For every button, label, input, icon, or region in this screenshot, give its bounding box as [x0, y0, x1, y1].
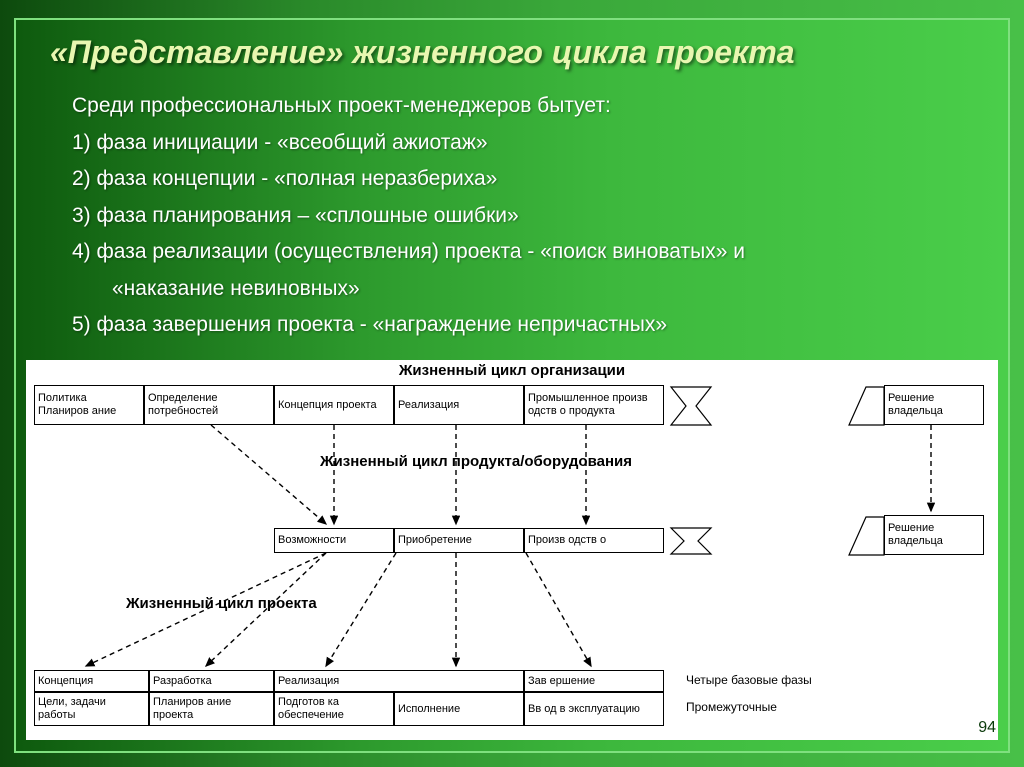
page-number: 94 — [978, 719, 996, 737]
cell-r3a-1: Разработка — [149, 670, 274, 692]
bullet-4a: 4) фаза реализации (осуществления) проек… — [72, 236, 964, 269]
diagram-title-1: Жизненный цикл организации — [26, 362, 998, 379]
side-label-1: Четыре базовые фазы — [686, 673, 812, 687]
row-organization: Политика Планиров ание Определение потре… — [34, 385, 664, 425]
cell-r1-3: Реализация — [394, 385, 524, 425]
cell-r1-4: Промышленное произв одств о продукта — [524, 385, 664, 425]
tear-left-icon-2 — [841, 512, 891, 558]
row-product-end: Решение владельца — [884, 515, 984, 555]
cell-r2-0: Возможности — [274, 528, 394, 553]
bullet-4b: «наказание невиновных» — [72, 273, 964, 306]
row-project-phases: Концепция Разработка Реализация Зав ерше… — [34, 670, 664, 692]
bullets-list: Среди профессиональных проект-менеджеров… — [72, 90, 964, 346]
cell-r1-2: Концепция проекта — [274, 385, 394, 425]
cell-r1-5: Решение владельца — [884, 385, 984, 425]
row-organization-end: Решение владельца — [884, 385, 984, 425]
cell-r3a-2: Реализация — [274, 670, 524, 692]
bullet-1: 1) фаза инициации - «всеобщий ажиотаж» — [72, 127, 964, 160]
side-label-2: Промежуточные — [686, 700, 777, 714]
cell-r3b-3: Исполнение — [394, 692, 524, 726]
cell-r1-0: Политика Планиров ание — [34, 385, 144, 425]
cell-r2-1: Приобретение — [394, 528, 524, 553]
cell-r2-3: Решение владельца — [884, 515, 984, 555]
bullet-3: 3) фаза планирования – «сплошные ошибки» — [72, 200, 964, 233]
tear-gap-icon-2 — [666, 525, 726, 556]
bullet-intro: Среди профессиональных проект-менеджеров… — [72, 90, 964, 123]
tear-left-icon — [841, 382, 891, 428]
tear-gap-icon — [666, 382, 726, 428]
diagram-title-2: Жизненный цикл продукта/оборудования — [306, 453, 646, 470]
row-project-intermediate: Цели, задачи работы Планиров ание проект… — [34, 692, 664, 726]
cell-r3b-1: Планиров ание проекта — [149, 692, 274, 726]
cell-r3b-2: Подготов ка обеспечение — [274, 692, 394, 726]
lifecycle-diagram: Жизненный цикл организации Политика План… — [26, 360, 998, 740]
diagram-title-3: Жизненный цикл проекта — [126, 595, 406, 612]
cell-r2-2: Произв одств о — [524, 528, 664, 553]
row-product: Возможности Приобретение Произв одств о — [274, 528, 664, 553]
cell-r1-1: Определение потребностей — [144, 385, 274, 425]
bullet-2: 2) фаза концепции - «полная неразбериха» — [72, 163, 964, 196]
cell-r3a-0: Концепция — [34, 670, 149, 692]
cell-r3b-0: Цели, задачи работы — [34, 692, 149, 726]
cell-r3b-4: Вв од в эксплуатацию — [524, 692, 664, 726]
slide-title: «Представление» жизненного цикла проекта — [50, 34, 795, 71]
cell-r3a-3: Зав ершение — [524, 670, 664, 692]
bullet-5: 5) фаза завершения проекта - «награждени… — [72, 309, 964, 342]
